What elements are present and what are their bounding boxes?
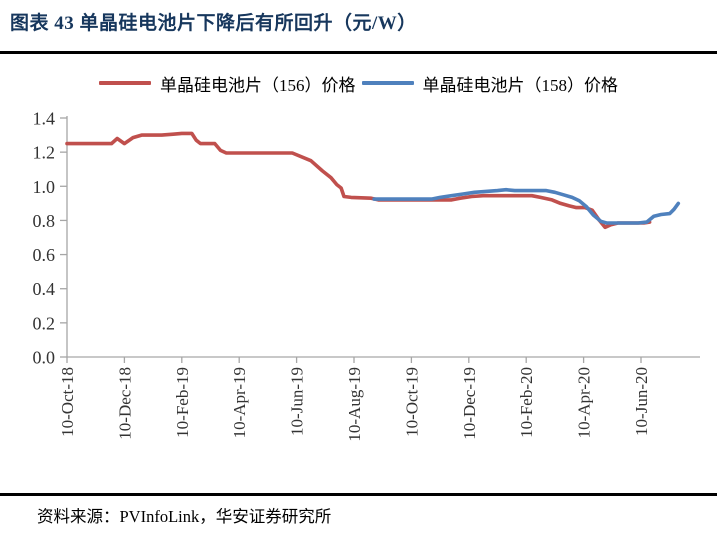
x-tick-label: 10-Feb-19 (173, 367, 192, 438)
y-tick-label: 1.2 (33, 143, 56, 163)
x-tick-label: 10-Jun-20 (632, 367, 651, 436)
legend-line-swatch-red (99, 81, 151, 85)
data-source-text: 资料来源：PVInfoLink，华安证券研究所 (37, 507, 332, 526)
title-divider-rule (0, 51, 717, 54)
price-line-chart: 0.0 0.2 0.4 0.6 0.8 1.0 1.2 1.4 10-Oct-18 10-Dec-… (33, 109, 700, 442)
x-tick-label: 10-Aug-19 (345, 367, 364, 442)
series-line-156 (65, 131, 652, 230)
legend-item-156: 单晶硅电池片（156）价格 (99, 71, 356, 96)
y-tick-label: 0.6 (33, 245, 56, 265)
series-line-158 (372, 187, 681, 225)
legend-label-158: 单晶硅电池片（158）价格 (422, 75, 619, 95)
y-tick-label: 0.8 (33, 211, 56, 231)
y-tick-label: 1.4 (33, 109, 56, 129)
legend-item-158: 单晶硅电池片（158）价格 (361, 71, 619, 96)
chart-legend: 单晶硅电池片（156）价格 单晶硅电池片（158）价格 (0, 70, 717, 96)
legend-line-swatch-blue (361, 81, 414, 85)
x-tick-label: 10-Dec-19 (460, 367, 479, 440)
legend-label-156: 单晶硅电池片（156）价格 (160, 75, 356, 95)
y-tick-label: 0.4 (33, 279, 56, 299)
figure-title: 图表 43 单晶硅电池片下降后有所回升（元/W） (10, 13, 417, 34)
x-tick-label: 10-Apr-19 (230, 367, 249, 438)
y-tick-label: 1.0 (33, 177, 56, 197)
footer-divider-rule (0, 493, 717, 496)
x-tick-label: 10-Dec-18 (115, 367, 134, 440)
x-tick-label: 10-Jun-19 (288, 367, 307, 436)
y-tick-label: 0.0 (33, 348, 56, 368)
x-tick-label: 10-Feb-20 (517, 367, 536, 438)
y-tick-label: 0.2 (33, 313, 56, 333)
x-tick-label: 10-Oct-19 (402, 367, 421, 437)
chart-plot-area: 0.0 0.2 0.4 0.6 0.8 1.0 1.2 1.4 10-Oct-18 10-Dec-… (0, 105, 717, 480)
x-tick-label: 10-Oct-18 (58, 367, 77, 437)
x-tick-label: 10-Apr-20 (575, 367, 594, 438)
